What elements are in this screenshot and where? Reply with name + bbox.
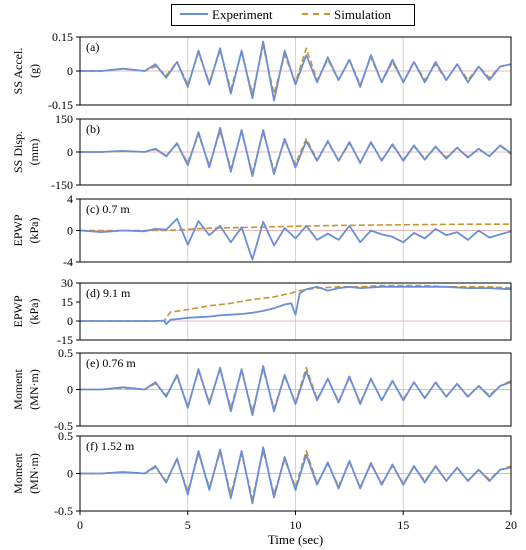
panel-label: (a) [86, 40, 99, 54]
y-tick-label: -0.15 [48, 98, 73, 112]
x-tick-label: 15 [397, 518, 409, 532]
x-tick-label: 5 [185, 518, 191, 532]
y-tick-label: 0 [67, 467, 73, 481]
y-axis-title: SS Accel. [11, 48, 25, 95]
y-axis-title: (kPa) [27, 299, 41, 325]
panel-label: (e) 0.76 m [86, 356, 136, 370]
y-axis-title: Moment [11, 453, 25, 494]
y-tick-label: 4 [67, 192, 73, 206]
series-experiment [80, 446, 512, 505]
panel-frame [79, 282, 512, 341]
series-experiment [80, 365, 512, 417]
series-experiment [80, 40, 512, 102]
y-axis-title: (g) [27, 64, 41, 78]
y-tick-label: 15 [61, 295, 73, 309]
y-axis-title: (kPa) [27, 218, 41, 244]
series-experiment [80, 285, 512, 326]
y-tick-label: 0 [67, 224, 73, 238]
legend-simulation-label: Simulation [334, 7, 392, 22]
y-tick-label: 150 [55, 112, 73, 126]
y-axis-title: Moment [11, 369, 25, 410]
y-axis-title: (mm) [27, 139, 41, 166]
y-tick-label: -15 [57, 333, 73, 347]
y-tick-label: 0.5 [58, 346, 73, 360]
panel-label: (f) 1.52 m [86, 439, 135, 453]
y-tick-label: 0 [67, 314, 73, 328]
legend-experiment-label: Experiment [212, 7, 273, 22]
y-axis-title: (MN·m) [27, 453, 41, 494]
y-tick-label: 0.15 [52, 30, 73, 44]
legend: Experiment Simulation [171, 4, 415, 26]
y-tick-label: 0.5 [58, 429, 73, 443]
series-simulation [80, 223, 511, 232]
series-experiment [80, 126, 512, 178]
panel-label: (b) [86, 122, 100, 136]
y-tick-label: -0.5 [54, 504, 73, 518]
legend-experiment-swatch [180, 13, 208, 15]
panel-label: (d) 9.1 m [86, 286, 131, 300]
x-tick-label: 20 [505, 518, 517, 532]
panel-label: (c) 0.7 m [86, 202, 130, 216]
y-axis-title: (MN·m) [27, 369, 41, 410]
x-tick-label: 10 [290, 518, 302, 532]
y-tick-label: 0 [67, 64, 73, 78]
y-axis-title: EPWP [11, 295, 25, 327]
y-tick-label: -4 [63, 255, 73, 269]
y-tick-label: 0 [67, 145, 73, 159]
series-experiment [79, 217, 512, 261]
y-tick-label: 30 [61, 276, 73, 290]
y-axis-title: SS Disp. [11, 131, 25, 173]
y-tick-label: 0 [67, 383, 73, 397]
y-tick-label: -150 [51, 178, 73, 192]
y-tick-label: -0.5 [54, 419, 73, 433]
x-tick-label: 0 [77, 518, 83, 532]
y-axis-title: EPWP [11, 214, 25, 246]
x-axis-title: Time (sec) [268, 532, 324, 547]
legend-simulation-swatch [302, 13, 330, 15]
